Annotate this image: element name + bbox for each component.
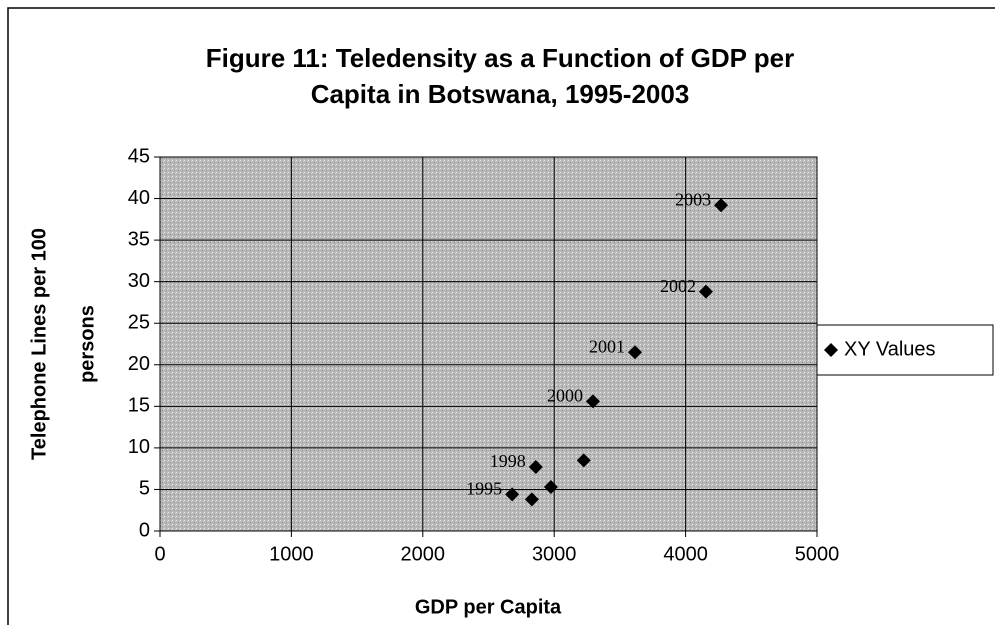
y-tick-label: 25 [128,312,150,334]
frame [7,7,995,625]
chart-title: Capita in Botswana, 1995-2003 [311,79,690,109]
x-axis-title: GDP per Capita [415,596,562,618]
point [576,453,591,468]
point-label: 2002 [660,276,696,296]
chart-title: Figure 11: Teledensity as a Function of … [206,43,795,73]
point-label: 2000 [547,385,583,405]
point [528,460,543,475]
point-label: 1995 [466,479,502,499]
x-tick-label: 5000 [795,543,840,565]
y-axis-title: persons [76,305,98,383]
x-tick-label: 1000 [269,543,314,565]
y-tick-label: 20 [128,353,150,375]
point-label: 2001 [589,336,625,356]
x-tick-label: 3000 [532,543,577,565]
y-tick-label: 10 [128,436,150,458]
point [585,394,600,409]
y-axis-title: Telephone Lines per 100 [28,228,50,460]
point-label: 2003 [675,189,711,209]
y-tick-label: 40 [128,187,150,209]
y-tick-label: 30 [128,270,150,292]
legend [816,324,994,376]
point [628,345,643,360]
y-tick-label: 35 [128,228,150,250]
y-tick-label: 15 [128,395,150,417]
legend-marker [824,343,838,357]
x-tick-label: 4000 [663,543,708,565]
y-tick-label: 5 [139,478,150,500]
legend-label: XY Values [844,338,936,360]
y-tick-label: 45 [128,145,150,167]
x-tick-label: 0 [154,543,165,565]
point-label: 1998 [490,451,526,471]
point [714,198,729,213]
y-tick-label: 0 [139,519,150,541]
x-tick-label: 2000 [401,543,446,565]
plot-area [159,156,818,532]
point [524,492,539,507]
point [505,487,520,502]
point [698,284,713,299]
point [543,479,558,494]
